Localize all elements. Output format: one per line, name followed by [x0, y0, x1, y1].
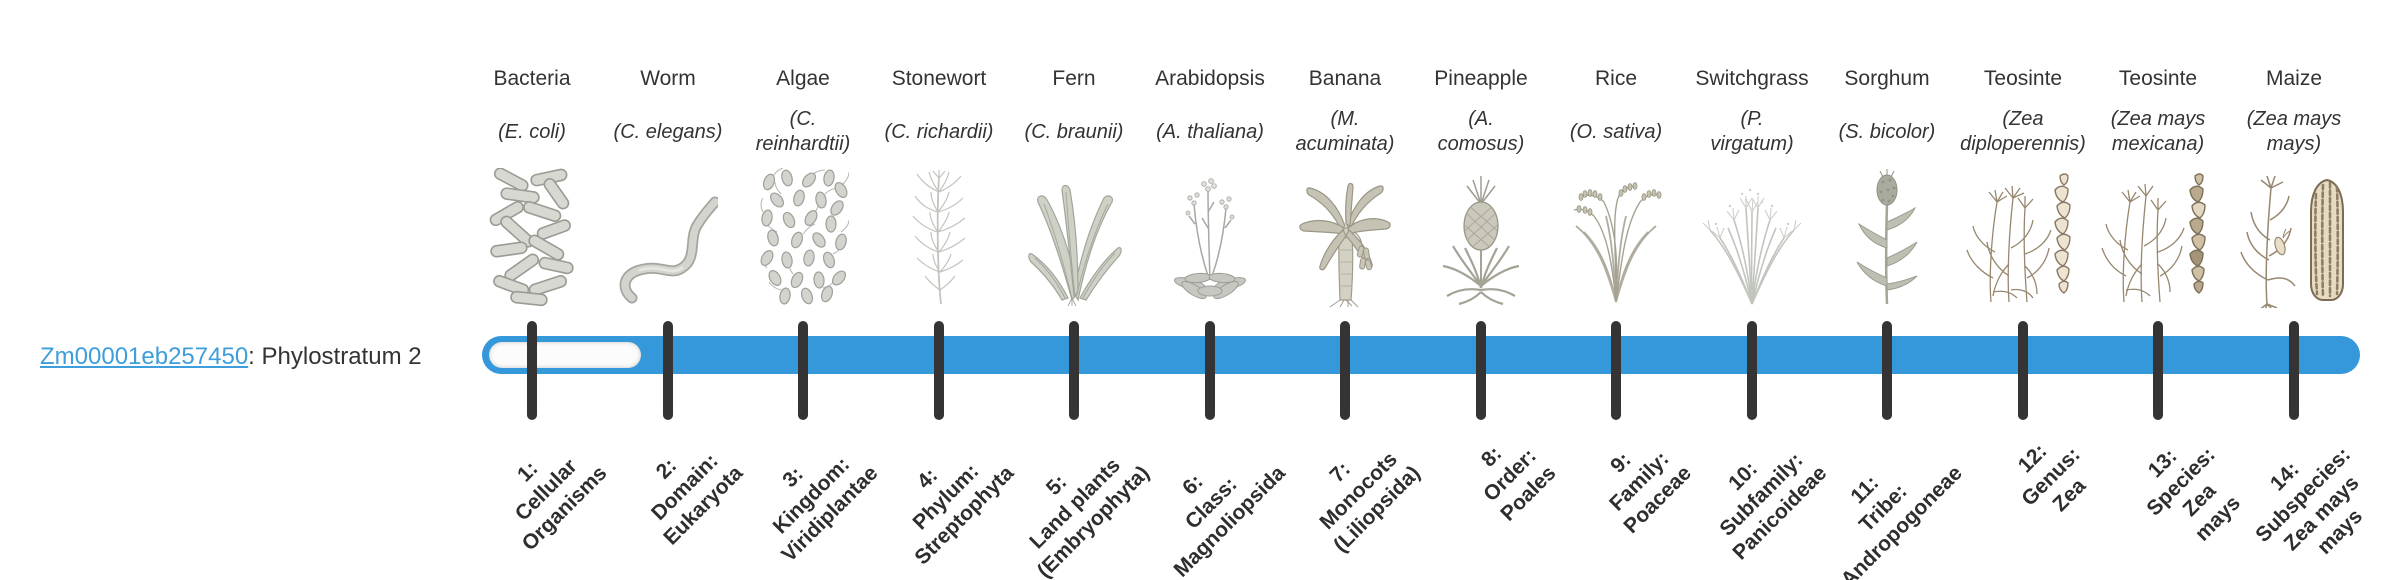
stratum-label-6: 6: Class: Magnoliopsida	[1169, 461, 1290, 580]
algae-icon	[733, 168, 873, 308]
stratum-label-1: 1: Cellular Organisms	[511, 454, 612, 556]
maize-icon	[2224, 168, 2364, 308]
species-common-name: Teosinte	[1983, 67, 2063, 90]
species-scientific-name: (O. sativa)	[1569, 120, 1663, 143]
worm-icon	[598, 168, 738, 308]
timeline-tick-4	[934, 321, 944, 420]
timeline-tick-6	[1205, 321, 1215, 420]
stratum-label-2: 2: Domain: Eukaryota	[647, 449, 748, 550]
species-common-name: Bacteria	[493, 67, 571, 90]
column-label-maize: Maize (Zea mays mays)	[2224, 66, 2364, 168]
stratum-label-14: 14: Subspecies: Zea mays mays	[2251, 443, 2368, 559]
arabidopsis-icon	[1140, 168, 1280, 308]
species-scientific-name: (Zea diploperennis)	[1960, 108, 2086, 155]
sorghum-icon	[1817, 168, 1957, 308]
column-label-teosinte-mexicana: Teosinte (Zea mays mexicana)	[2088, 66, 2228, 168]
column-label-banana: Banana (M. acuminata)	[1275, 66, 1415, 168]
timeline-bar	[482, 336, 2360, 374]
species-scientific-name: (C. richardii)	[884, 120, 994, 143]
species-common-name: Pineapple	[1434, 67, 1528, 90]
species-common-name: Fern	[1052, 67, 1096, 90]
column-label-arabidopsis: Arabidopsis (A. thaliana)	[1140, 66, 1280, 168]
species-scientific-name: (S. bicolor)	[1838, 120, 1936, 143]
species-scientific-name: (C. braunii)	[1024, 120, 1124, 143]
teosinte-diploperennis-icon	[1953, 168, 2093, 308]
species-scientific-name: (E. coli)	[498, 120, 566, 143]
stratum-label-8: 8: Order: Poales	[1477, 442, 1561, 526]
column-label-switchgrass: Switchgrass (P. virgatum)	[1682, 66, 1822, 168]
species-scientific-name: (A. comosus)	[1437, 108, 1525, 155]
teosinte-mexicana-icon	[2088, 168, 2228, 308]
species-scientific-name: (M. acuminata)	[1295, 108, 1395, 155]
banana-icon	[1275, 168, 1415, 308]
timeline-tick-9	[1611, 321, 1621, 420]
stratum-label-3: 3: Kingdom: Viridiplantae	[769, 452, 883, 567]
column-label-teosinte-diploperennis: Teosinte (Zea diploperennis)	[1953, 66, 2093, 168]
species-scientific-name: (Zea mays mexicana)	[2110, 108, 2206, 155]
species-scientific-name: (A. thaliana)	[1156, 120, 1264, 143]
species-common-name: Maize	[2265, 67, 2323, 90]
stratum-label-13: 13: Species: Zea mays	[2142, 443, 2245, 546]
column-label-sorghum: Sorghum (S. bicolor)	[1817, 66, 1957, 168]
column-label-rice: Rice (O. sativa)	[1546, 66, 1686, 168]
column-label-stonewort: Stonewort (C. richardii)	[869, 66, 1009, 168]
species-common-name: Sorghum	[1844, 67, 1930, 90]
timeline-tick-2	[663, 321, 673, 420]
timeline-tick-14	[2289, 321, 2299, 420]
species-common-name: Rice	[1594, 67, 1637, 90]
timeline-tick-7	[1340, 321, 1350, 420]
stratum-label-9: 9: Family: Poaceae	[1604, 447, 1696, 539]
column-label-pineapple: Pineapple (A. comosus)	[1411, 66, 1551, 168]
column-label-worm: Worm (C. elegans)	[598, 66, 738, 168]
fern-icon	[1004, 168, 1144, 308]
column-label-bacteria: Bacteria (E. coli)	[462, 66, 602, 168]
species-scientific-name: (P. virgatum)	[1710, 108, 1794, 155]
timeline-tick-12	[2018, 321, 2028, 420]
species-common-name: Teosinte	[2118, 67, 2198, 90]
timeline-tick-1	[527, 321, 537, 420]
species-common-name: Worm	[640, 67, 696, 90]
stratum-label-12: 12: Genus: Zea	[2013, 439, 2090, 517]
species-common-name: Algae	[776, 67, 830, 90]
switchgrass-icon	[1682, 168, 1822, 308]
bacteria-icon	[462, 168, 602, 308]
stratum-label-4: 4: Phylum: Streptophyta	[909, 459, 1019, 570]
species-scientific-name: (C. elegans)	[613, 120, 723, 143]
timeline-tick-13	[2153, 321, 2163, 420]
stratum-label-7: 7: Monocots (Liliopsida)	[1315, 447, 1425, 557]
species-common-name: Arabidopsis	[1155, 67, 1265, 90]
gene-separator: :	[248, 343, 262, 370]
timeline-tick-5	[1069, 321, 1079, 420]
stratum-label-11: 11: Tribe: Andropogoneae	[1836, 461, 1967, 580]
timeline-unfilled-segment	[489, 342, 641, 368]
gene-classification: Phylostratum 2	[261, 343, 422, 370]
column-label-fern: Fern (C. braunii)	[1004, 66, 1144, 168]
species-scientific-name: (C. reinhardtii)	[755, 108, 851, 155]
timeline-tick-11	[1882, 321, 1892, 420]
gene-label: Zm00001eb257450: Phylostratum 2	[40, 342, 422, 372]
species-common-name: Banana	[1308, 67, 1382, 90]
timeline-tick-3	[798, 321, 808, 420]
gene-id-link[interactable]: Zm00001eb257450	[40, 343, 249, 370]
stonewort-icon	[869, 168, 1009, 308]
pineapple-icon	[1411, 168, 1551, 308]
timeline-tick-8	[1476, 321, 1486, 420]
rice-icon	[1546, 168, 1686, 308]
stratum-label-5: 5: Land plants (Embryophyta)	[1025, 453, 1154, 580]
column-label-algae: Algae (C. reinhardtii)	[733, 66, 873, 168]
species-scientific-name: (Zea mays mays)	[2246, 108, 2342, 155]
timeline-tick-10	[1747, 321, 1757, 420]
species-common-name: Switchgrass	[1695, 67, 1809, 90]
species-common-name: Stonewort	[891, 67, 987, 90]
